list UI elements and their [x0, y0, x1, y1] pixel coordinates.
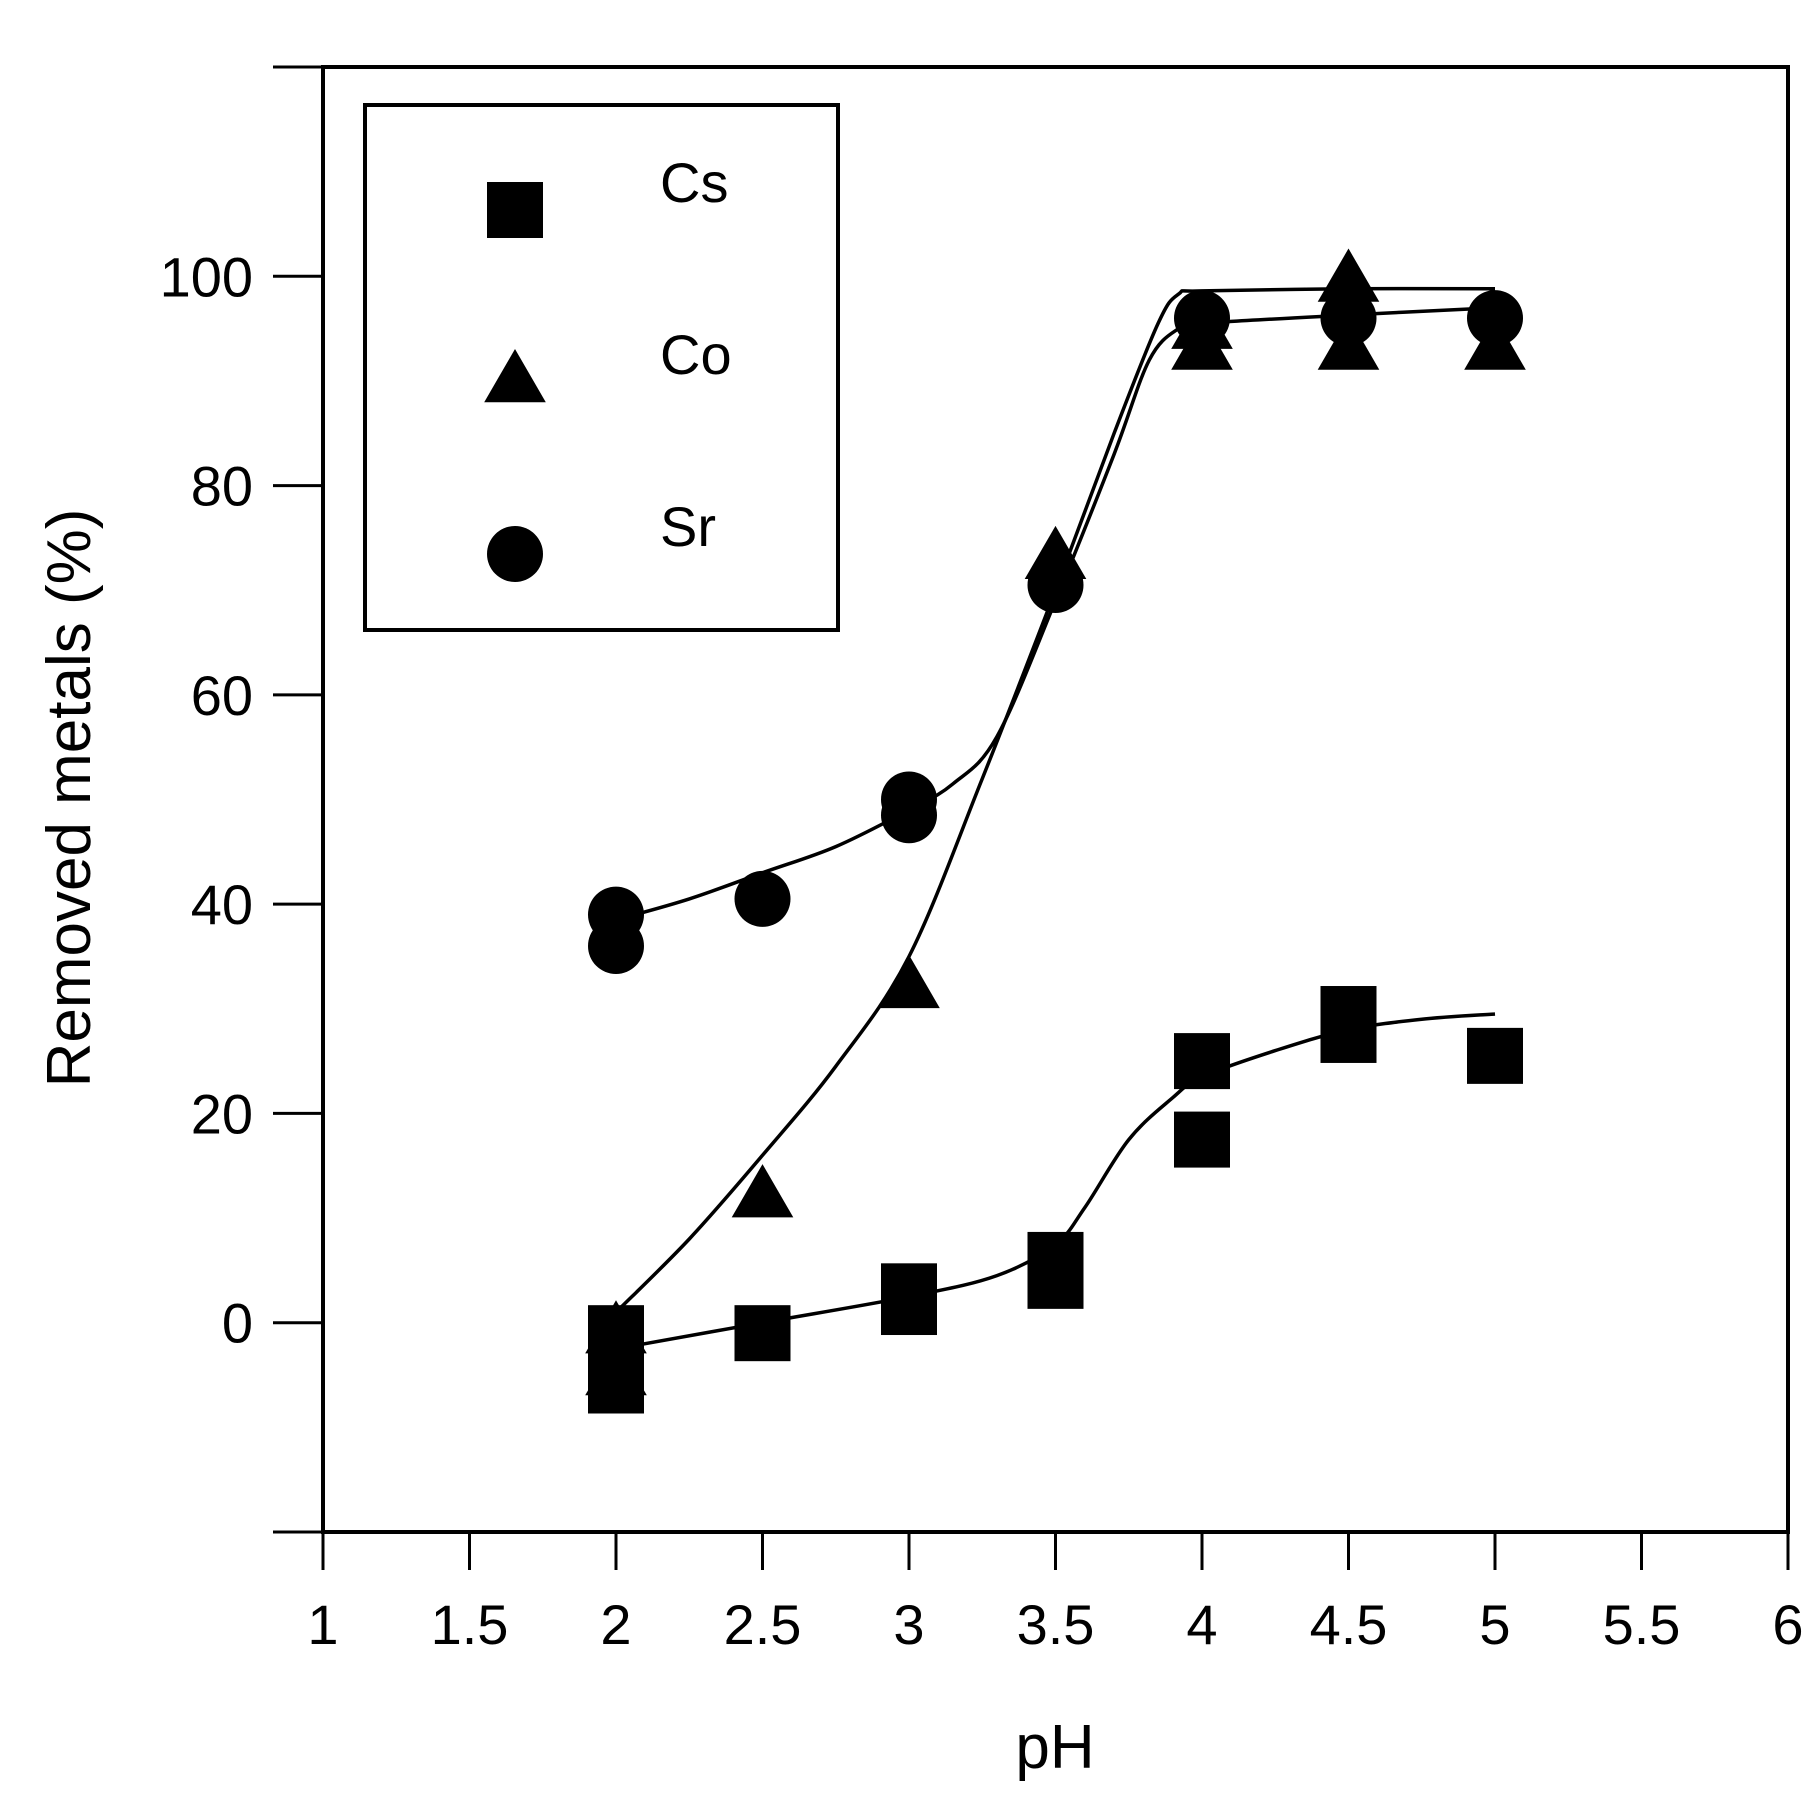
sr-data-point — [1467, 290, 1523, 347]
x-tick-label: 5.5 — [1603, 1593, 1681, 1656]
co-data-point — [731, 1164, 794, 1218]
y-axis-label: Removed metals (%) — [35, 509, 104, 1088]
cs-data-point — [734, 1305, 791, 1362]
x-tick-label: 3.5 — [1017, 1593, 1095, 1656]
legend-marker-co — [484, 349, 546, 403]
legend: Cs Co Sr — [363, 103, 840, 632]
cs-data-point — [1174, 1033, 1230, 1090]
cs-data-point — [1467, 1027, 1523, 1084]
fit-curve-co — [614, 286, 1496, 1314]
cs-data-point — [1320, 1006, 1377, 1063]
x-tick-label: 3 — [893, 1593, 924, 1656]
co-data-point — [878, 954, 940, 1009]
co-data-point — [585, 1300, 647, 1354]
y-tick-label: 100 — [160, 245, 253, 308]
x-tick-label: 2.5 — [724, 1593, 802, 1656]
co-data-point — [1317, 248, 1380, 302]
cs-data-point — [1027, 1252, 1084, 1309]
x-tick-label: 1.5 — [431, 1593, 509, 1656]
y-tick-label: 80 — [191, 455, 253, 518]
x-tick-label: 4 — [1186, 1593, 1217, 1656]
legend-label-cs: Cs — [660, 151, 728, 214]
x-tick-label: 2 — [600, 1593, 631, 1656]
y-tick-label: 20 — [191, 1082, 253, 1145]
legend-marker-cs — [487, 182, 543, 238]
x-tick-label: 1 — [307, 1593, 338, 1656]
sr-data-point — [1320, 290, 1377, 347]
legend-label-co: Co — [660, 323, 732, 386]
x-axis-label: pH — [1015, 1713, 1094, 1782]
data-markers — [585, 248, 1526, 1414]
cs-data-point — [1174, 1111, 1230, 1168]
co-data-point — [585, 1342, 647, 1396]
x-tick-label: 4.5 — [1310, 1593, 1388, 1656]
x-tick-label: 5 — [1479, 1593, 1510, 1656]
sr-data-point — [881, 787, 937, 844]
y-tick-label: 0 — [222, 1292, 253, 1355]
legend-marker-sr — [487, 526, 543, 582]
sr-data-point — [588, 918, 644, 974]
sr-data-point — [1174, 290, 1230, 347]
y-tick-label: 40 — [191, 873, 253, 936]
legend-label-sr: Sr — [660, 495, 716, 558]
sr-data-point — [1027, 556, 1084, 613]
cs-data-point — [881, 1279, 937, 1336]
legend-box — [363, 103, 840, 632]
x-tick-label: 6 — [1772, 1593, 1803, 1656]
sr-data-point — [734, 870, 791, 927]
y-tick-label: 60 — [191, 664, 253, 727]
